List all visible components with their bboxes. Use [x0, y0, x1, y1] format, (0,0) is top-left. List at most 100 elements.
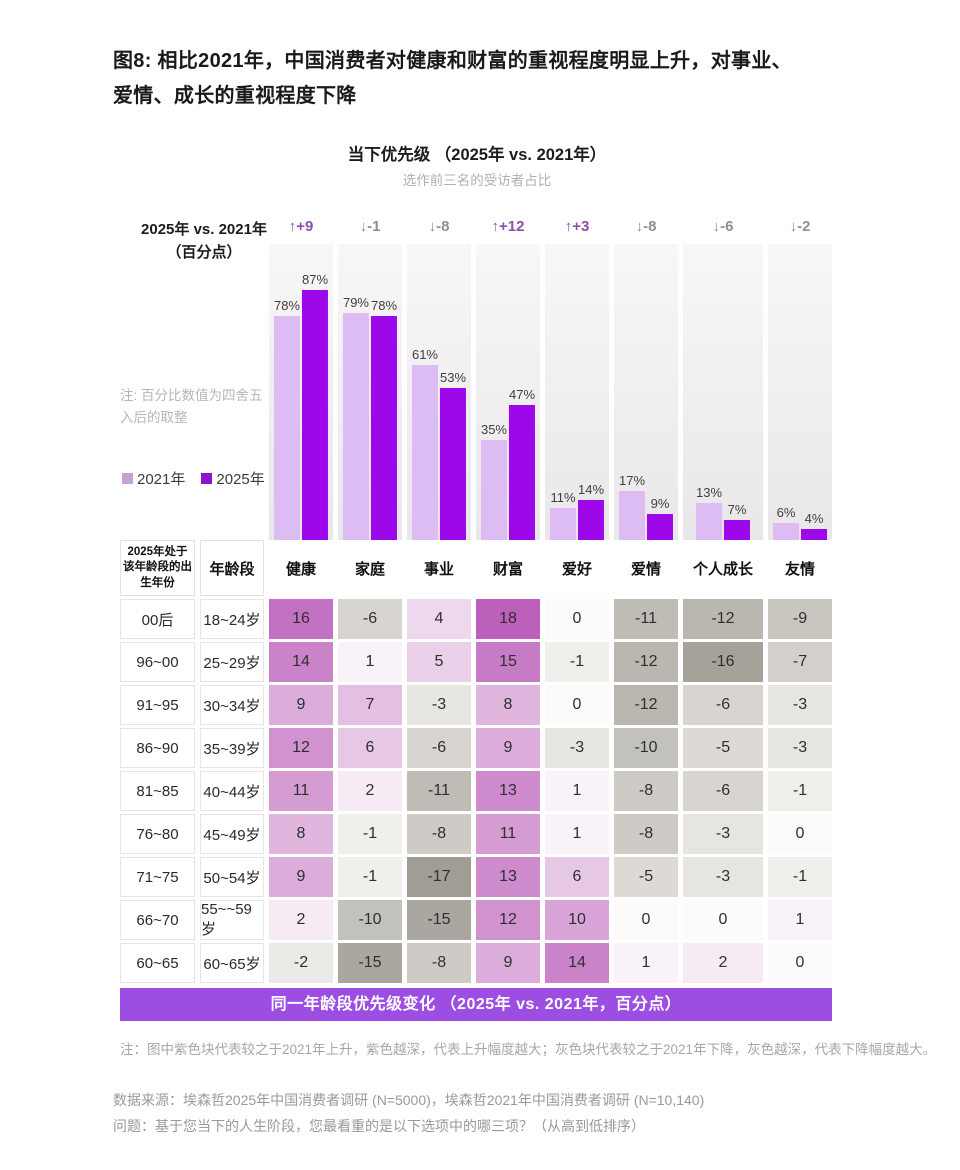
- value-cell: 7: [338, 685, 402, 725]
- chart-title: 当下优先级 （2025年 vs. 2021年）: [347, 146, 607, 164]
- value-cell: 0: [545, 599, 609, 639]
- age-range-cell: 60~65岁: [200, 943, 264, 983]
- bar-2021: [696, 503, 722, 540]
- delta-label: ↓-8: [428, 218, 450, 235]
- chart-column: ↓-8 17% 9%: [614, 214, 678, 540]
- table-header-category: 事业: [407, 540, 471, 596]
- value-cell: -1: [338, 857, 402, 897]
- bar-value-label: 6%: [776, 505, 796, 520]
- value-cell: -1: [768, 771, 832, 811]
- table-header-category: 爱情: [614, 540, 678, 596]
- value-cell: 14: [269, 642, 333, 682]
- birth-year-cell: 96~00: [120, 642, 195, 682]
- value-cell: 1: [614, 943, 678, 983]
- value-cell: 0: [545, 685, 609, 725]
- bar-2025: [647, 514, 674, 540]
- bar-value-label: 61%: [411, 347, 438, 362]
- value-cell: -3: [683, 857, 763, 897]
- birth-year-cell: 86~90: [120, 728, 195, 768]
- delta-axis-line2: （百分点）: [166, 243, 242, 261]
- bar-pair: 61% 53%: [412, 347, 466, 540]
- value-cell: -6: [407, 728, 471, 768]
- age-range-cell: 45~49岁: [200, 814, 264, 854]
- value-cell: -3: [768, 685, 832, 725]
- value-cell: 1: [545, 771, 609, 811]
- bar-2021-group: 61%: [412, 347, 438, 540]
- value-cell: -10: [614, 728, 678, 768]
- bar-track: 35% 47%: [476, 244, 540, 540]
- bar-2025-group: 14%: [578, 482, 604, 540]
- delta-label: ↑+12: [491, 218, 525, 235]
- value-cell: 2: [338, 771, 402, 811]
- legend-item-2021: 2021年: [122, 468, 185, 489]
- bar-2025-group: 7%: [724, 502, 751, 540]
- value-cell: -11: [614, 599, 678, 639]
- value-cell: -10: [338, 900, 402, 940]
- chart-column: ↑+3 11% 14%: [545, 214, 609, 540]
- birth-year-cell: 76~80: [120, 814, 195, 854]
- value-cell: -1: [545, 642, 609, 682]
- value-cell: -7: [768, 642, 832, 682]
- bar-2021: [411, 365, 438, 540]
- bar-2021-group: 78%: [274, 298, 300, 540]
- bar-2025: [509, 405, 536, 540]
- value-cell: 18: [476, 599, 540, 639]
- delta-label: ↓-2: [789, 218, 811, 235]
- bar-value-label: 53%: [440, 370, 467, 385]
- bar-pair: 17% 9%: [619, 473, 674, 540]
- value-cell: 4: [407, 599, 471, 639]
- bar-track: 6% 4%: [768, 244, 832, 540]
- value-cell: 12: [476, 900, 540, 940]
- age-range-cell: 30~34岁: [200, 685, 264, 725]
- value-cell: 16: [269, 599, 333, 639]
- bar-track: 13% 7%: [683, 244, 763, 540]
- value-cell: -2: [269, 943, 333, 983]
- bar-2025-group: 78%: [371, 298, 397, 540]
- value-cell: -1: [768, 857, 832, 897]
- legend-item-2025: 2025年: [201, 468, 265, 489]
- bar-track: 61% 53%: [407, 244, 471, 540]
- table-header-category: 个人成长: [683, 540, 763, 596]
- value-cell: -12: [614, 685, 678, 725]
- value-cell: 2: [683, 943, 763, 983]
- bar-track: 17% 9%: [614, 244, 678, 540]
- value-cell: -8: [407, 943, 471, 983]
- value-cell: -5: [683, 728, 763, 768]
- bar-2025: [801, 529, 827, 540]
- value-cell: -9: [768, 599, 832, 639]
- delta-axis-label: 2025年 vs. 2021年 （百分点）: [128, 219, 280, 264]
- value-cell: -15: [338, 943, 402, 983]
- value-cell: 15: [476, 642, 540, 682]
- value-cell: -3: [768, 728, 832, 768]
- bar-2025-group: 53%: [440, 370, 466, 540]
- birth-year-cell: 60~65: [120, 943, 195, 983]
- chart-column: ↓-6 13% 7%: [683, 214, 763, 540]
- value-cell: 0: [683, 900, 763, 940]
- legend-label-2021: 2021年: [137, 471, 186, 488]
- bar-pair: 6% 4%: [773, 505, 827, 540]
- table-header-category: 健康: [269, 540, 333, 596]
- delta-label: ↓-1: [359, 218, 381, 235]
- bar-2021-group: 17%: [619, 473, 645, 540]
- data-source-note: 数据来源：埃森哲2025年中国消费者调研 (N=5000)，埃森哲2021年中国…: [113, 1092, 705, 1108]
- bar-2021-group: 79%: [343, 295, 369, 540]
- bar-value-label: 17%: [618, 473, 646, 488]
- bar-2021-group: 13%: [696, 485, 722, 540]
- value-cell: 8: [269, 814, 333, 854]
- value-cell: 8: [476, 685, 540, 725]
- priority-change-table: 2025年处于该年龄段的出生年份 年龄段 健康 家庭 事业 财富 爱好 爱情 个人成长 友情 00后…: [120, 540, 832, 983]
- table-banner: 同一年龄段优先级变化 （2025年 vs. 2021年，百分点）: [120, 988, 832, 1021]
- value-cell: -17: [407, 857, 471, 897]
- age-range-cell: 50~54岁: [200, 857, 264, 897]
- delta-label: ↓-6: [712, 218, 734, 235]
- birth-year-cell: 81~85: [120, 771, 195, 811]
- bar-pair: 11% 14%: [549, 482, 604, 540]
- table-header-age-range: 年龄段: [200, 540, 264, 596]
- bar-2021: [273, 316, 300, 540]
- value-cell: 0: [614, 900, 678, 940]
- bar-value-label: 78%: [273, 298, 300, 313]
- value-cell: 14: [545, 943, 609, 983]
- legend-swatch-2021-icon: [122, 473, 133, 484]
- bar-pair: 13% 7%: [696, 485, 751, 540]
- figure-title: 图8: 相比2021年，中国消费者对健康和财富的重视程度明显上升，对事业、 爱情…: [113, 44, 893, 114]
